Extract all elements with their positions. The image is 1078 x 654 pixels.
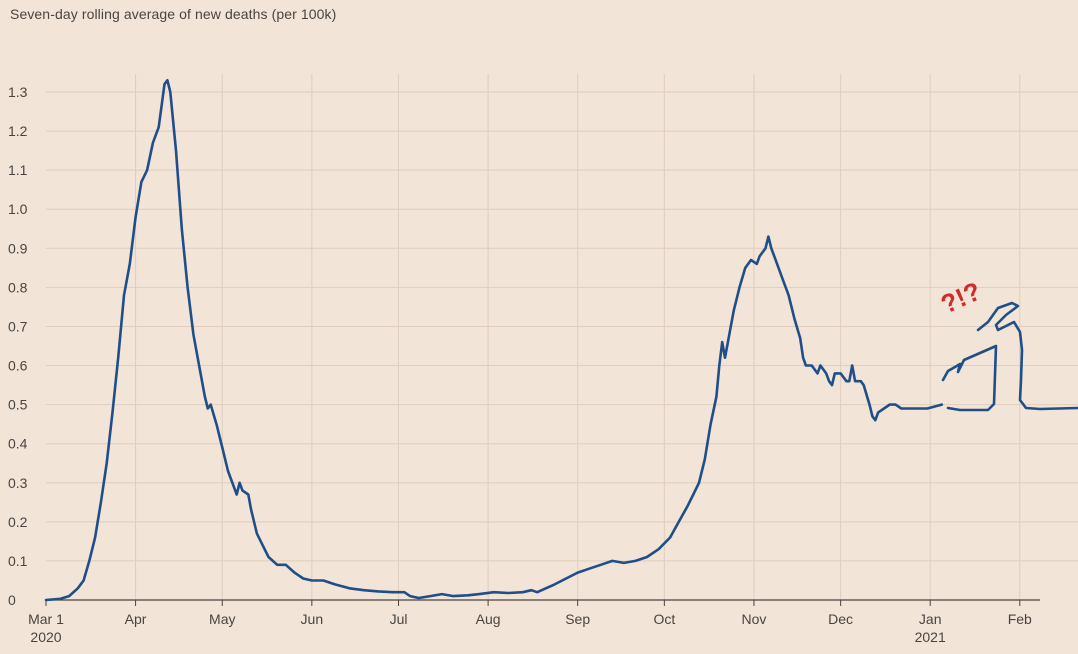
x-tick-label: Apr [125, 611, 147, 627]
x-tick-label: Nov [741, 611, 766, 627]
y-tick-label: 0.2 [8, 514, 28, 530]
x-tick-label: May [209, 611, 235, 627]
y-tick-label: 1.2 [8, 123, 28, 139]
y-axis: 0 0.1 0.2 0.3 0.4 0.5 0.6 0.7 0.8 0.9 1.0 1.1 1.2 1.3 [8, 84, 28, 608]
x-tick-label: Dec [828, 611, 853, 627]
hand-drawn-scribble [941, 301, 1078, 412]
x-tick-label: Feb [1008, 611, 1032, 627]
x-tick-sublabel: 2020 [30, 629, 61, 645]
y-tick-label: 0 [8, 592, 16, 608]
x-tick-label: Aug [476, 611, 501, 627]
x-tick-label: Mar 1 [28, 611, 64, 627]
y-tick-label: 0.6 [8, 358, 28, 374]
y-tick-label: 1.1 [8, 162, 28, 178]
x-tick-label: Jul [390, 611, 408, 627]
x-axis: Mar 1 2020 Apr May Jun Jul Aug Sep Oct Nov Dec Jan 2… [28, 599, 1040, 645]
series-line [44, 79, 944, 602]
y-tick-label: 0.9 [8, 240, 28, 256]
y-tick-label: 1.0 [8, 201, 28, 217]
y-tick-label: 0.5 [8, 397, 28, 413]
y-tick-label: 0.3 [8, 475, 28, 491]
x-tick-label: Jun [301, 611, 324, 627]
y-tick-label: 0.8 [8, 279, 28, 295]
x-tick-label: Oct [653, 611, 675, 627]
x-tick-sublabel: 2021 [915, 629, 946, 645]
series-layer [44, 79, 944, 602]
y-tick-label: 1.3 [8, 84, 28, 100]
y-tick-label: 0.4 [8, 436, 28, 452]
gridlines [46, 74, 1078, 600]
x-tick-label: Jan [919, 611, 942, 627]
y-tick-label: 0.1 [8, 553, 28, 569]
y-tick-label: 0.7 [8, 318, 28, 334]
hand-drawn-annotation: ?!? [936, 276, 1078, 412]
annotation-text: ?!? [936, 276, 985, 320]
chart-title: Seven-day rolling average of new deaths … [10, 6, 337, 22]
x-tick-label: Sep [565, 611, 590, 627]
